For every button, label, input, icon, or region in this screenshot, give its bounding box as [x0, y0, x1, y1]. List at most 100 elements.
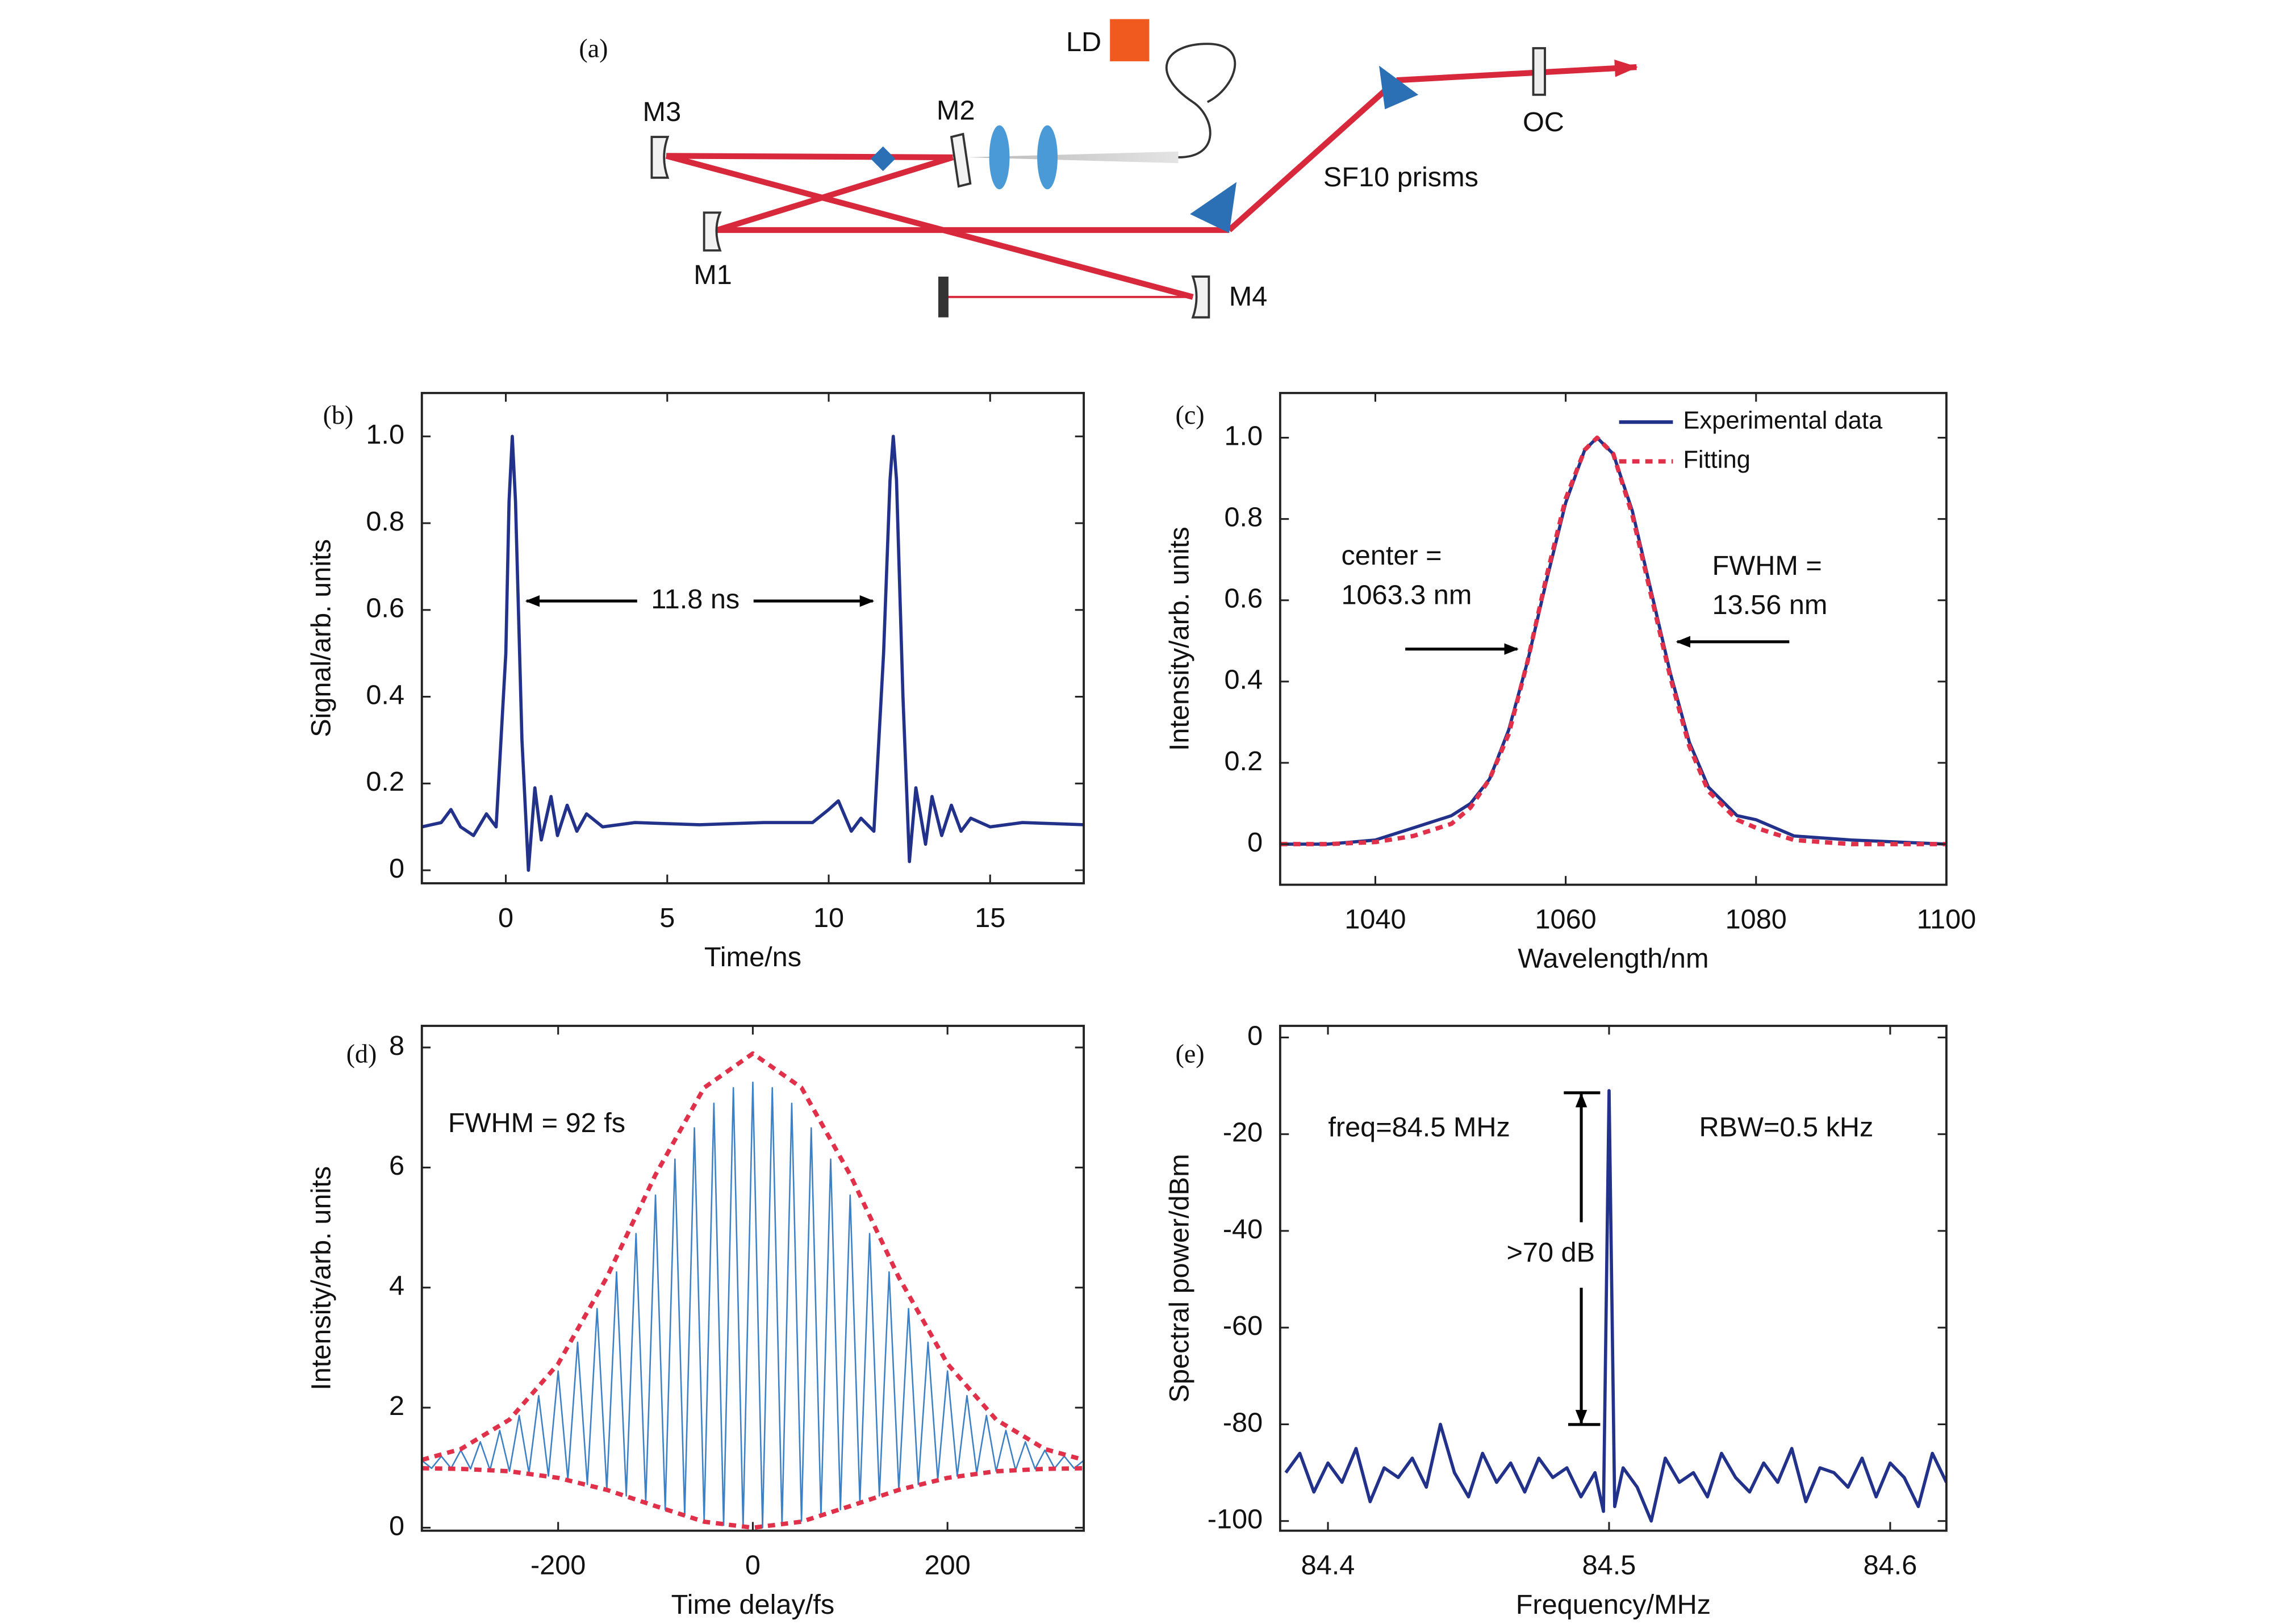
- mirror: [703, 211, 722, 252]
- x-tick-label: 10: [813, 903, 844, 933]
- y-tick-label: 0: [1247, 827, 1263, 858]
- y-tick-label: 0: [1247, 1020, 1263, 1051]
- y-tick-label: 0.8: [366, 506, 404, 537]
- data-line: [1284, 1089, 1946, 1523]
- y-tick-label: -20: [1223, 1117, 1263, 1148]
- y-axis-label: Spectral power/dBm: [1164, 1154, 1195, 1402]
- y-tick-label: 0: [389, 853, 404, 884]
- panel-label: (d): [346, 1039, 377, 1068]
- y-axis-label: Intensity/arb. units: [1164, 527, 1195, 751]
- panel-label: (b): [323, 400, 354, 429]
- beam: [716, 155, 954, 233]
- y-tick-label: -100: [1208, 1504, 1263, 1535]
- crystal: [870, 146, 896, 172]
- x-axis-label: Frequency/MHz: [1516, 1589, 1711, 1620]
- mirror-label: M4: [1229, 281, 1268, 312]
- mirror-label: M2: [937, 95, 975, 126]
- y-tick-label: -60: [1223, 1310, 1263, 1341]
- oc-label: OC: [1523, 107, 1564, 137]
- mirror: [950, 132, 972, 188]
- y-tick-label: 0.2: [1225, 746, 1263, 776]
- y-tick-label: 1.0: [366, 419, 404, 450]
- x-tick-label: 1080: [1726, 904, 1787, 934]
- annotation: 11.8 ns: [651, 584, 740, 615]
- y-tick-label: -40: [1223, 1214, 1263, 1245]
- end-mirror: [938, 276, 949, 318]
- x-tick-label: 0: [498, 903, 513, 933]
- x-tick-label: 84.6: [1864, 1550, 1917, 1581]
- x-axis-label: Time delay/fs: [671, 1589, 835, 1620]
- y-tick-label: 4: [389, 1271, 404, 1301]
- y-axis-label: Signal/arb. units: [306, 539, 336, 737]
- beam: [666, 153, 953, 161]
- beam: [665, 153, 1194, 300]
- data-line: [1280, 435, 1946, 846]
- plot-frame: [1279, 391, 1948, 886]
- x-tick-label: 1100: [1917, 904, 1977, 934]
- plot-area: [421, 1051, 1084, 1530]
- lens: [989, 125, 1010, 190]
- y-tick-label: 0.4: [1225, 665, 1263, 695]
- annotation: RBW=0.5 kHz: [1699, 1112, 1874, 1143]
- y-tick-label: 0.6: [1225, 583, 1263, 614]
- beam: [1227, 78, 1399, 232]
- mirror-label: M3: [643, 97, 682, 127]
- x-tick-label: 1060: [1535, 904, 1596, 934]
- plot-area: [1284, 1089, 1946, 1523]
- data-line: [421, 1082, 1084, 1529]
- ld-label: LD: [1066, 27, 1101, 57]
- x-tick-label: 0: [745, 1550, 761, 1581]
- legend-label: Experimental data: [1683, 407, 1883, 435]
- annotation: >70 dB: [1506, 1237, 1595, 1268]
- y-tick-label: 2: [389, 1391, 404, 1421]
- y-tick-label: 8: [389, 1030, 404, 1061]
- data-line: [1280, 436, 1946, 846]
- x-axis-label: Time/ns: [704, 942, 801, 972]
- prism: [1190, 182, 1237, 233]
- x-tick-label: -200: [530, 1550, 586, 1581]
- data-line: [421, 435, 1084, 872]
- annotation: FWHM =: [1712, 550, 1822, 581]
- y-tick-label: 0: [389, 1510, 404, 1541]
- data-line: [421, 1051, 1084, 1462]
- annotation: FWHM = 92 fs: [448, 1108, 625, 1138]
- x-tick-label: 5: [659, 903, 675, 933]
- output-coupler: [1532, 47, 1546, 96]
- y-tick-label: 6: [389, 1150, 404, 1181]
- annotation: 13.56 nm: [1712, 590, 1828, 620]
- plot-frame: [1279, 1025, 1948, 1532]
- mirror: [1191, 275, 1210, 319]
- x-tick-label: 84.5: [1582, 1550, 1636, 1581]
- mirror: [650, 136, 670, 179]
- data-line: [421, 1466, 1084, 1530]
- annotation: freq=84.5 MHz: [1328, 1112, 1510, 1143]
- x-tick-label: 84.4: [1301, 1550, 1355, 1581]
- plot-area: [421, 435, 1084, 872]
- pump-cone: [967, 151, 1179, 164]
- x-tick-label: 1040: [1344, 904, 1406, 934]
- beam: [1396, 59, 1638, 84]
- annotation: 1063.3 nm: [1341, 579, 1472, 610]
- y-tick-label: -80: [1223, 1407, 1263, 1438]
- annotations: 11.8 ns center = 1063.3 nm FWHM = 13.56 …: [448, 540, 1874, 1426]
- annotation: center =: [1341, 540, 1442, 571]
- y-axis-label: Intensity/arb. units: [306, 1166, 336, 1391]
- panel-label: (a): [579, 34, 608, 63]
- y-tick-label: 0.8: [1225, 502, 1263, 533]
- prism: [1379, 65, 1419, 110]
- y-tick-label: 0.4: [366, 679, 404, 710]
- laser-diagram: (a) LD M3 M2 M1 M4 SF10 prisms OC: [579, 19, 1638, 319]
- legend-label: Fitting: [1683, 446, 1751, 474]
- laser-diode: [1110, 19, 1150, 61]
- plot-frame: [420, 391, 1085, 884]
- x-tick-label: 200: [925, 1550, 971, 1581]
- y-tick-label: 0.6: [366, 593, 404, 624]
- plot-area: [1280, 435, 1946, 846]
- x-tick-label: 15: [975, 903, 1005, 933]
- panel-label: (c): [1175, 400, 1204, 429]
- panel-label: (e): [1175, 1039, 1204, 1068]
- x-axis-label: Wavelength/nm: [1518, 943, 1708, 974]
- mirror-label: M1: [694, 260, 732, 290]
